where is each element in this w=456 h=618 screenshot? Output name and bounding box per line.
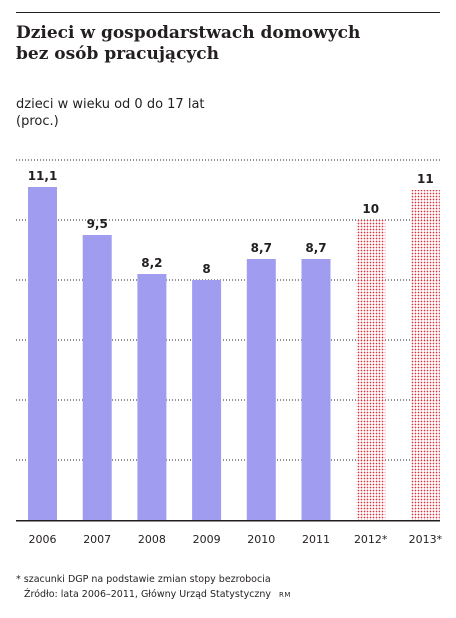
author-credit: RM xyxy=(279,591,291,599)
value-labels: 11,1 9,5 8,2 8 8,7 8,7 10 11 xyxy=(28,169,434,276)
top-rule xyxy=(16,12,440,13)
value-label: 8,7 xyxy=(251,241,272,255)
chart-subtitle-line-2: (proc.) xyxy=(16,114,59,129)
source-text: Źródło: lata 2006–2011, Główny Urząd Sta… xyxy=(24,589,272,600)
footnote-estimate: * szacunki DGP na podstawie zmian stopy … xyxy=(16,574,271,585)
value-label: 8,2 xyxy=(141,256,162,270)
x-tick-label: 2013* xyxy=(409,533,443,546)
x-tick-label: 2006 xyxy=(29,533,57,546)
value-label: 10 xyxy=(362,202,379,216)
bars xyxy=(28,187,440,520)
x-tick-label: 2010 xyxy=(247,533,275,546)
x-tick-labels: 2006 2007 2008 2009 2010 2011 2012* 2013* xyxy=(29,533,443,546)
bar-2010 xyxy=(246,259,276,520)
bar-2013-estimate xyxy=(410,190,440,520)
x-tick-label: 2008 xyxy=(138,533,166,546)
bar-2011 xyxy=(301,259,331,520)
chart-title-line-2: bez osób pracujących xyxy=(16,44,220,64)
bar-2009 xyxy=(192,280,222,520)
chart-subtitle-line-1: dzieci w wieku od 0 do 17 lat xyxy=(16,97,205,112)
bar-2012-estimate xyxy=(356,220,386,520)
x-tick-label: 2012* xyxy=(354,533,388,546)
x-tick-label: 2007 xyxy=(83,533,111,546)
value-label: 11 xyxy=(417,172,434,186)
chart-title-line-1: Dzieci w gospodarstwach domowych xyxy=(16,23,361,43)
x-tick-label: 2009 xyxy=(193,533,221,546)
value-label: 8,7 xyxy=(305,241,326,255)
chart-title: Dzieci w gospodarstwach domowych bez osó… xyxy=(16,23,440,65)
x-tick-label: 2011 xyxy=(302,533,330,546)
value-label: 9,5 xyxy=(87,217,108,231)
source-line: Źródło: lata 2006–2011, Główny Urząd Sta… xyxy=(16,587,440,603)
bar-2008 xyxy=(137,274,167,520)
bar-2006 xyxy=(28,187,57,520)
value-label: 8 xyxy=(202,262,210,276)
bar-2007 xyxy=(82,235,112,520)
footnote-block: * szacunki DGP na podstawie zmian stopy … xyxy=(16,572,440,603)
chart-subtitle: dzieci w wieku od 0 do 17 lat (proc.) xyxy=(16,96,440,130)
value-label: 11,1 xyxy=(28,169,58,183)
